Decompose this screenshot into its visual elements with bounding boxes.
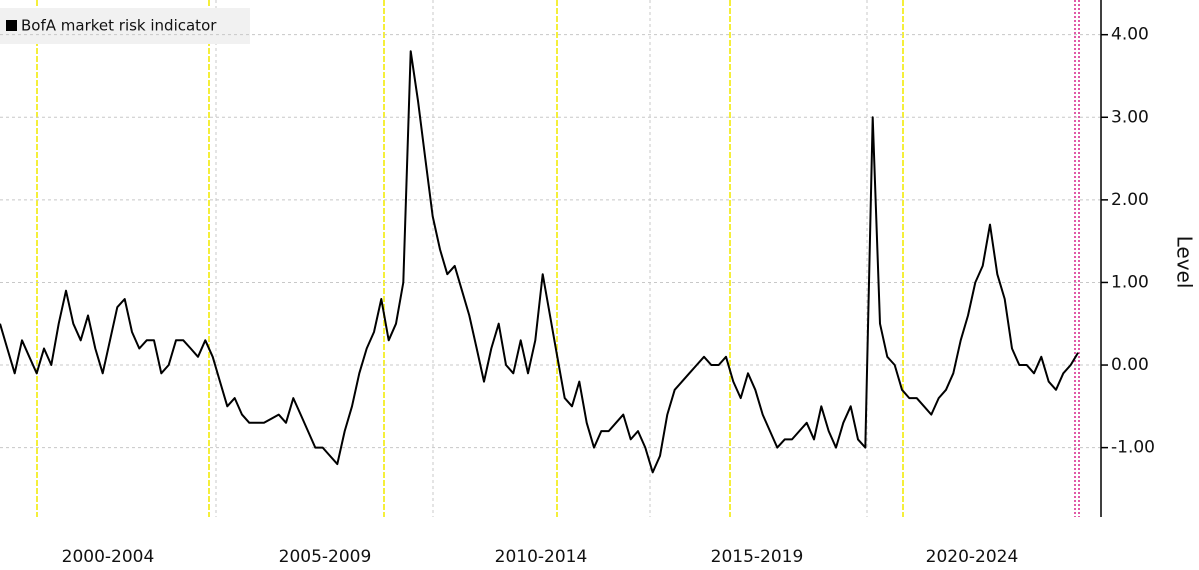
period-grid xyxy=(215,0,868,517)
yellow-markers xyxy=(36,0,904,517)
y-axis-label: Level xyxy=(1173,236,1197,289)
legend: BofA market risk indicator xyxy=(0,8,250,44)
data-line xyxy=(0,50,1079,474)
x-period-label: 2010-2014 xyxy=(495,547,588,567)
y-tick-label: 1.00 xyxy=(1111,272,1149,292)
y-tick-label: 4.00 xyxy=(1111,25,1149,45)
y-tick-label: 0.00 xyxy=(1111,355,1149,375)
x-period-label: 2015-2019 xyxy=(711,547,804,567)
legend-label: BofA market risk indicator xyxy=(21,17,217,35)
legend-box xyxy=(0,8,250,44)
x-period-label: 2005-2009 xyxy=(279,547,372,567)
today-marker xyxy=(1074,0,1080,517)
y-tick-label: 3.00 xyxy=(1111,107,1149,127)
x-period-label: 2020-2024 xyxy=(926,547,1019,567)
y-tick-label: -1.00 xyxy=(1111,438,1155,458)
y-tick-label: 2.00 xyxy=(1111,190,1149,210)
x-period-label: 2000-2004 xyxy=(62,547,155,567)
legend-swatch xyxy=(6,20,17,31)
